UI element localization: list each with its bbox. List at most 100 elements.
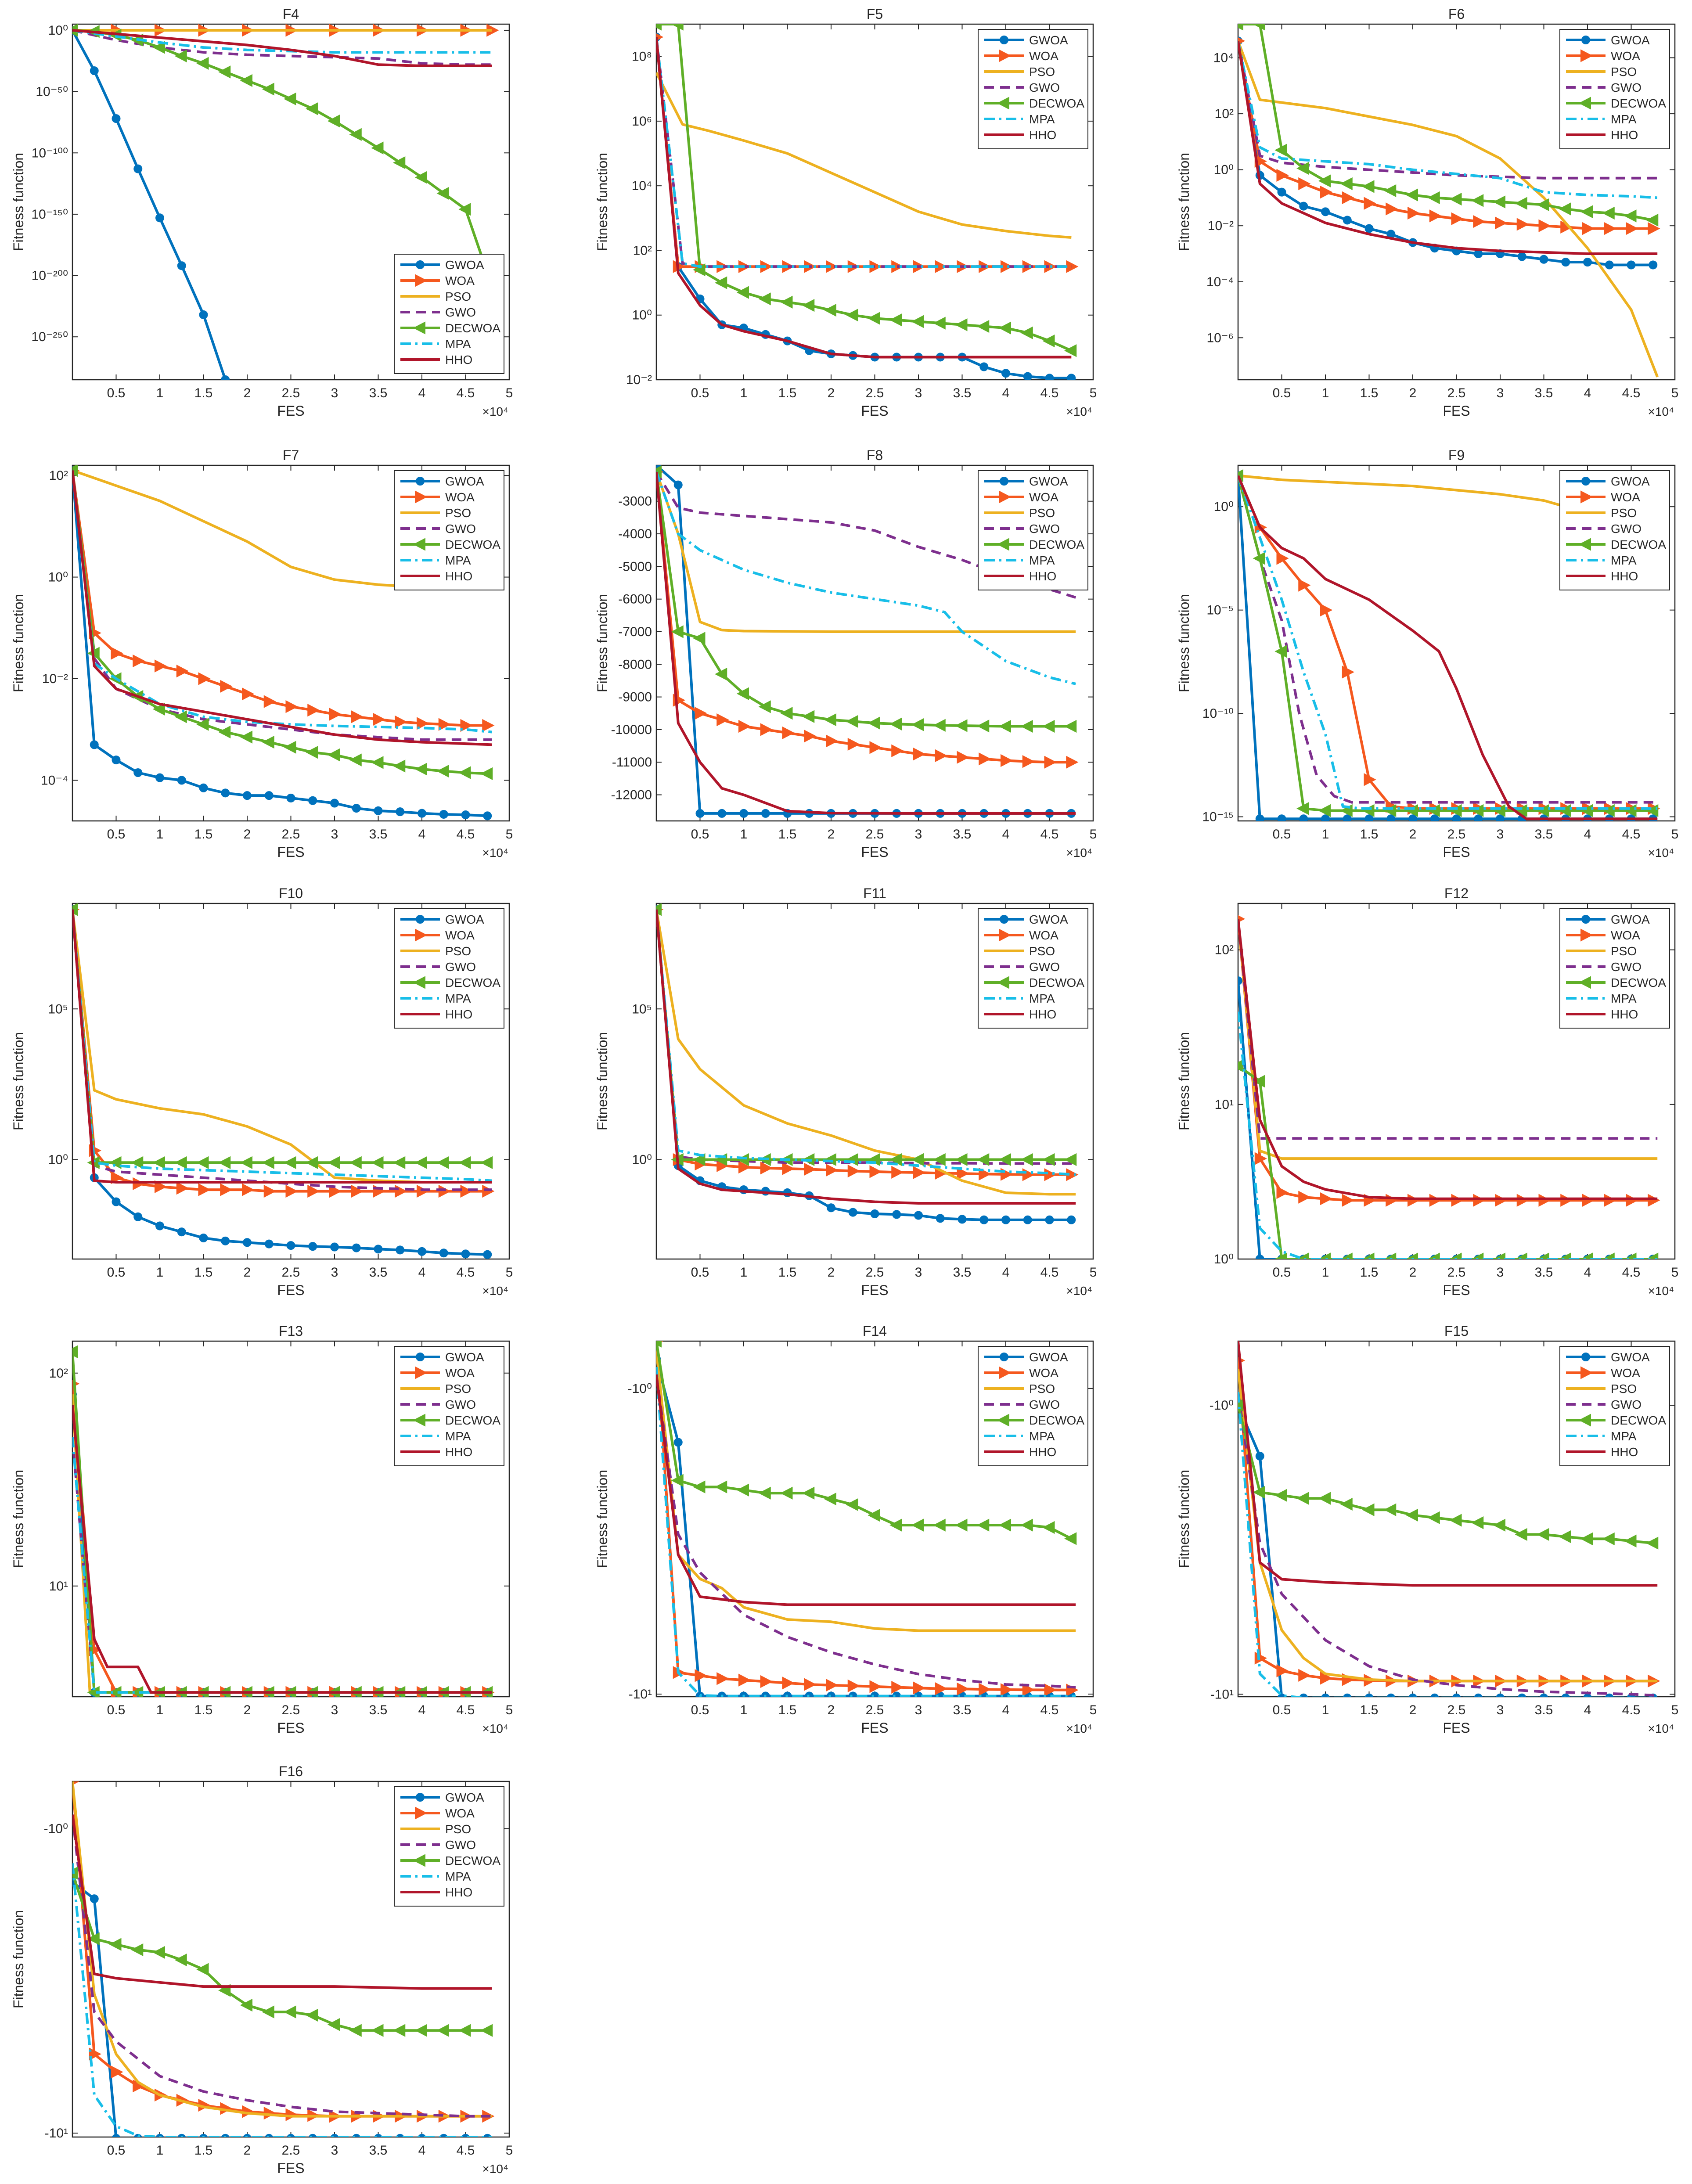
series-line-hho	[1238, 40, 1658, 255]
series-gwoa-marker	[1045, 374, 1054, 380]
series-woa-marker	[1342, 191, 1354, 205]
series-line-pso	[656, 1350, 1076, 1632]
series-decwoa-marker	[1471, 1516, 1484, 1529]
series-gwoa-marker	[1496, 1693, 1505, 1697]
series-decwoa-marker	[1580, 1532, 1593, 1546]
series-decwoa-marker	[1646, 1252, 1659, 1259]
series-hho	[1238, 475, 1658, 820]
series-woa-marker	[1298, 579, 1311, 592]
series-decwoa-marker	[671, 1474, 684, 1487]
series-gwoa-marker	[374, 806, 383, 815]
series-woa-marker	[913, 1681, 926, 1695]
series-line-gwo	[656, 1374, 1076, 1689]
x-tick-label: 3	[331, 1265, 338, 1280]
x-tick-label: 1.5	[194, 2143, 213, 2158]
series-decwoa-marker	[933, 1518, 946, 1532]
series-woa-marker	[285, 700, 298, 713]
series-woa-marker	[826, 734, 839, 748]
x-tick-label: 3	[1497, 1265, 1504, 1280]
series-decwoa-marker	[1384, 1503, 1397, 1516]
series-woa-marker	[351, 1184, 364, 1198]
x-tick-label: 4	[1584, 1265, 1591, 1280]
series-woa-marker	[695, 707, 707, 720]
x-axis-label: FES	[1443, 1282, 1470, 1298]
x-tick-label: 4.5	[1040, 386, 1059, 400]
x-tick-label: 4.5	[457, 1703, 475, 1717]
series-decwoa-marker	[1515, 1252, 1527, 1259]
series-woa-marker	[111, 647, 123, 660]
series-decwoa-marker	[889, 313, 902, 327]
series-woa-marker	[285, 1184, 298, 1198]
series-gwoa-marker	[221, 788, 230, 798]
series-gwoa-marker	[199, 1233, 208, 1242]
series-decwoa-marker	[436, 2024, 449, 2037]
series-woa-marker	[891, 1166, 904, 1179]
series-woa-marker	[891, 1680, 904, 1694]
y-tick-label: -10¹	[1210, 1687, 1234, 1702]
series-woa-marker	[329, 1184, 342, 1198]
series-decwoa-marker	[1362, 1252, 1375, 1259]
series-decwoa-marker	[436, 764, 449, 778]
series-woa-marker	[1342, 666, 1354, 679]
series-woa-marker	[438, 1184, 451, 1198]
series-woa-marker	[198, 1183, 211, 1196]
series-decwoa-marker	[933, 719, 946, 732]
series-gwoa-marker	[396, 2134, 404, 2137]
y-tick-label: 10⁻⁵	[1206, 603, 1234, 618]
legend-label: GWOA	[1029, 913, 1068, 926]
series-gwoa-marker	[243, 2134, 252, 2137]
series-woa-marker	[1364, 197, 1376, 210]
series-gwoa-marker	[673, 480, 683, 489]
series-gwoa-marker	[1277, 814, 1286, 821]
legend-label: GWOA	[445, 1350, 484, 1364]
series-decwoa-marker	[393, 156, 406, 169]
legend: GWOA WOA PSO GWO DECWOA MPA HHO	[1559, 1346, 1670, 1466]
chart-f10: F10 0.5 1 1.5 2 2.5 3 3.5 4 4.5 5 FES ×10⁴ 10⁵ 10⁰ Fitn…	[11, 885, 513, 1298]
y-tick-label: 10¹	[49, 1579, 68, 1594]
legend-label: HHO	[1029, 128, 1056, 142]
series-woa-marker	[307, 704, 320, 717]
legend-label: HHO	[1611, 1445, 1638, 1459]
y-axis-label: Fitness function	[11, 153, 26, 251]
x-tick-label: 2.5	[1447, 1703, 1466, 1717]
y-tick-label: 10⁻⁴	[1206, 275, 1234, 289]
series-decwoa-marker	[1238, 24, 1243, 31]
series-gwoa-marker	[133, 164, 143, 173]
series-decwoa-marker	[1580, 1252, 1593, 1259]
series-decwoa-marker	[1296, 1252, 1309, 1259]
legend-label: DECWOA	[1029, 976, 1084, 989]
x-tick-label: 2.5	[282, 1265, 300, 1280]
series-mpa	[72, 1863, 492, 2137]
series-decwoa-marker	[1340, 1252, 1353, 1259]
legend-woa-marker	[999, 928, 1012, 942]
series-line-mpa	[72, 909, 492, 1182]
x-tick-label: 3.5	[953, 386, 972, 400]
y-axis-label: Fitness function	[11, 1032, 26, 1130]
series-decwoa-marker	[846, 1498, 858, 1511]
legend-label: PSO	[445, 1822, 471, 1836]
series-woa-marker	[804, 1162, 817, 1176]
series-woa-marker	[133, 654, 145, 668]
series-decwoa-marker	[1020, 1153, 1033, 1166]
x-axis-label: FES	[861, 1720, 888, 1736]
series-decwoa-marker	[715, 667, 727, 681]
series-gwoa	[72, 905, 492, 1259]
series-woa-marker	[176, 1182, 189, 1195]
series-decwoa-marker	[758, 700, 771, 713]
series-line-pso	[1238, 1369, 1658, 1683]
series-decwoa-marker	[371, 2024, 384, 2037]
legend-woa-marker	[999, 1366, 1012, 1379]
series-woa-marker	[1451, 1194, 1464, 1207]
x-axis-label: FES	[277, 844, 304, 860]
legend: GWOA WOA PSO GWO DECWOA MPA HHO	[394, 1786, 504, 1907]
x-tick-label: 3.5	[1535, 386, 1553, 400]
series-gwoa-marker	[264, 791, 274, 800]
legend-label: MPA	[1029, 112, 1055, 126]
x-tick-label: 1	[740, 1703, 748, 1717]
legend-label: PSO	[1611, 1382, 1637, 1396]
legend-box	[394, 1786, 504, 1907]
series-woa-marker	[307, 1184, 320, 1198]
legend-label: GWO	[1029, 522, 1060, 536]
legend-label: MPA	[1611, 554, 1637, 567]
legend-label: PSO	[445, 944, 471, 958]
